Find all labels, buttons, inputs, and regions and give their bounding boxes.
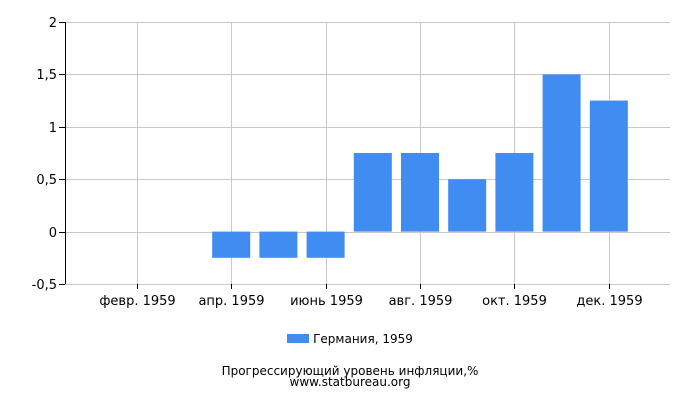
y-tick-label: 0 — [49, 226, 57, 241]
bars — [212, 74, 628, 258]
grid-lines — [65, 22, 670, 285]
x-tick-label: авг. 1959 — [389, 294, 453, 309]
legend-label: Германия, 1959 — [313, 332, 413, 346]
y-tick-label: 0,5 — [36, 173, 57, 188]
legend: Германия, 1959 — [0, 332, 700, 346]
x-tick-label: февр. 1959 — [99, 294, 175, 309]
y-tick-label: 2 — [49, 16, 57, 31]
chart-footer-source: www.statbureau.org — [289, 375, 411, 389]
x-tick-label: апр. 1959 — [198, 294, 264, 309]
x-tick-label: окт. 1959 — [482, 294, 547, 309]
legend-swatch — [287, 334, 310, 343]
bar — [448, 179, 487, 232]
bar — [589, 100, 628, 232]
y-tick-label: -0,5 — [32, 278, 57, 293]
y-tick-label: 1 — [49, 121, 57, 136]
bar — [401, 153, 439, 232]
chart-footer-title: Прогрессирующий уровень инфляции,% — [221, 364, 479, 378]
axes — [59, 22, 610, 289]
bar — [542, 74, 581, 232]
x-tick-label: июнь 1959 — [290, 294, 363, 309]
y-tick-label: 1,5 — [36, 68, 57, 83]
x-tick-label: дек. 1959 — [576, 294, 642, 309]
x-axis-labels: февр. 1959 апр. 1959 июнь 1959 авг. 1959 окт… — [99, 294, 642, 309]
y-axis-labels: -0,5 0 0,5 1 1,5 2 — [32, 16, 57, 293]
bar — [495, 153, 534, 232]
bar — [306, 231, 345, 258]
bar — [353, 153, 392, 232]
bar — [259, 231, 298, 258]
bar — [212, 231, 251, 258]
